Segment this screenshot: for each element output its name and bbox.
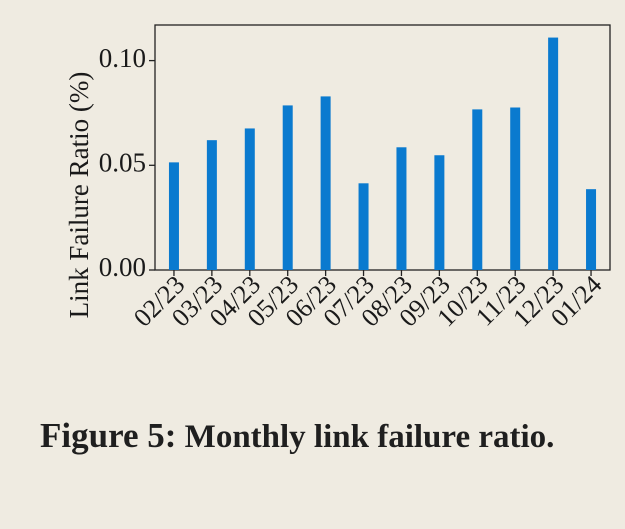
bar (586, 189, 597, 270)
y-axis-label: Link Failure Ratio (%) (64, 72, 94, 319)
bar (434, 155, 445, 270)
bar (510, 107, 521, 270)
y-tick-label: 0.10 (99, 43, 146, 73)
bar (244, 128, 255, 270)
bar (358, 183, 369, 270)
chart: Link Failure Ratio (%) 0.000.050.1002/23… (64, 24, 611, 332)
y-tick-label: 0.00 (99, 252, 146, 282)
bar (282, 105, 293, 271)
bar (168, 162, 179, 270)
caption: Figure 5: Monthly link failure ratio. (40, 408, 610, 465)
bar (320, 96, 331, 271)
caption-text: Monthly link failure ratio. (184, 419, 555, 455)
plot-frame (154, 24, 611, 271)
bar (206, 140, 217, 270)
y-tick-label: 0.05 (99, 148, 146, 178)
caption-label: Figure 5: (40, 416, 177, 455)
bar (396, 147, 407, 270)
bar (548, 37, 559, 270)
bar (472, 109, 483, 270)
